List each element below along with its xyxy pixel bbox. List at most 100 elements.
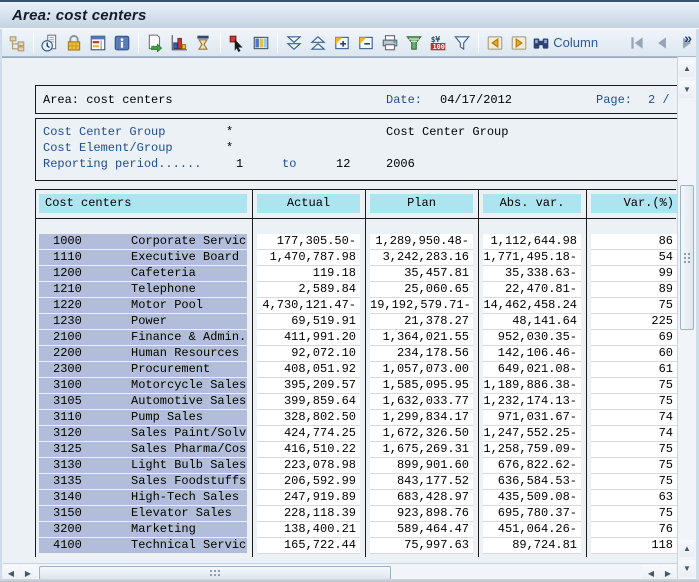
column-header-actual[interactable]: Actual: [257, 194, 360, 213]
table-row[interactable]: 1210 Telephone 2,589.84 25,060.65 22,470.81-…: [35, 282, 677, 298]
cost-center-cell[interactable]: 2100 Finance & Admin.: [39, 330, 247, 346]
cost-center-cell[interactable]: 3135 Sales Foodstuffs: [39, 474, 247, 490]
cost-center-cell[interactable]: 1220 Motor Pool: [39, 298, 247, 314]
abs-var-cell[interactable]: 971,031.67-: [483, 410, 581, 426]
abs-var-cell[interactable]: 1,247,552.25-: [483, 426, 581, 442]
table-row[interactable]: 3120 Sales Paint/Solv 424,774.25 1,672,326.…: [35, 426, 677, 442]
select-detail-button[interactable]: [225, 31, 249, 55]
table-row[interactable]: 1110 Executive Board 1,470,787.98 3,242,283…: [35, 250, 677, 266]
horizontal-scrollbar[interactable]: ◀ ▶ ◀ ▶: [3, 563, 677, 582]
var-pct-cell[interactable]: 75: [591, 474, 677, 490]
scroll-left-button[interactable]: ◀: [643, 565, 659, 582]
plan-cell[interactable]: 75,997.63: [370, 538, 473, 554]
next-page-button[interactable]: [674, 31, 699, 55]
previous-column-button[interactable]: [483, 31, 507, 55]
var-pct-cell[interactable]: 86: [591, 234, 677, 250]
actual-cell[interactable]: 395,209.57: [257, 378, 360, 394]
find-column-button[interactable]: [531, 31, 551, 55]
actual-cell[interactable]: 1,470,787.98: [257, 250, 360, 266]
cost-center-cell[interactable]: 1210 Telephone: [39, 282, 247, 298]
abs-var-cell[interactable]: 14,462,458.24: [483, 298, 581, 314]
var-pct-cell[interactable]: 225: [591, 314, 677, 330]
plan-cell[interactable]: 234,178.56: [370, 346, 473, 362]
plan-cell[interactable]: 843,177.52: [370, 474, 473, 490]
table-row[interactable]: 3140 High-Tech Sales 247,919.89 683,428.97 4…: [35, 490, 677, 506]
actual-cell[interactable]: 399,859.64: [257, 394, 360, 410]
abs-var-cell[interactable]: 1,112,644.98: [483, 234, 581, 250]
abs-var-cell[interactable]: 1,232,174.13-: [483, 394, 581, 410]
actual-cell[interactable]: 424,774.25: [257, 426, 360, 442]
more-toolbar-options-button[interactable]: »: [684, 30, 692, 46]
actual-cell[interactable]: 165,722.44: [257, 538, 360, 554]
table-row[interactable]: 3110 Pump Sales 328,802.50 1,299,834.17 971,…: [35, 410, 677, 426]
table-row[interactable]: 3125 Sales Pharma/Cos 416,510.22 1,675,269.…: [35, 442, 677, 458]
actual-cell[interactable]: 177,305.50-: [257, 234, 360, 250]
top-n-button[interactable]: [402, 31, 426, 55]
table-row[interactable]: 1220 Motor Pool 4,730,121.47- 19,192,579.71…: [35, 298, 677, 314]
var-pct-cell[interactable]: 99: [591, 266, 677, 282]
performance-overview-button[interactable]: [38, 31, 62, 55]
currency-format-button[interactable]: $¥ 100: [426, 31, 450, 55]
abs-var-cell[interactable]: 142,106.46-: [483, 346, 581, 362]
table-row[interactable]: 3200 Marketing 138,400.21 589,464.47 451,064…: [35, 522, 677, 538]
abs-var-cell[interactable]: 435,509.08-: [483, 490, 581, 506]
previous-page-button[interactable]: [649, 31, 674, 55]
plan-cell[interactable]: 899,901.60: [370, 458, 473, 474]
actual-cell[interactable]: 92,072.10: [257, 346, 360, 362]
abs-var-cell[interactable]: 695,780.37-: [483, 506, 581, 522]
cost-center-cell[interactable]: 3140 High-Tech Sales: [39, 490, 247, 506]
plan-cell[interactable]: 923,898.76: [370, 506, 473, 522]
plan-cell[interactable]: 3,242,283.16: [370, 250, 473, 266]
plan-cell[interactable]: 1,364,021.55: [370, 330, 473, 346]
plan-cell[interactable]: 1,675,269.31: [370, 442, 473, 458]
vertical-scrollbar-thumb[interactable]: [680, 185, 694, 330]
var-pct-cell[interactable]: 69: [591, 330, 677, 346]
column-header-var-pct[interactable]: Var.(%): [591, 194, 677, 213]
abs-var-cell[interactable]: 89,724.81: [483, 538, 581, 554]
plan-cell[interactable]: 1,289,950.48-: [370, 234, 473, 250]
cost-center-cell[interactable]: 1000 Corporate Servic: [39, 234, 247, 250]
abs-var-cell[interactable]: 1,258,759.09-: [483, 442, 581, 458]
actual-cell[interactable]: 411,991.20: [257, 330, 360, 346]
table-row[interactable]: 3135 Sales Foodstuffs 206,592.99 843,177.52…: [35, 474, 677, 490]
actual-cell[interactable]: 138,400.21: [257, 522, 360, 538]
var-pct-cell[interactable]: 76: [591, 522, 677, 538]
filter-button[interactable]: [450, 31, 474, 55]
vertical-scrollbar[interactable]: ▲ ▼ ▲ ▼: [677, 57, 696, 582]
var-pct-cell[interactable]: 118: [591, 538, 677, 554]
plan-cell[interactable]: 1,299,834.17: [370, 410, 473, 426]
cost-center-cell[interactable]: 3125 Sales Pharma/Cos: [39, 442, 247, 458]
cost-center-cell[interactable]: 3105 Automotive Sales: [39, 394, 247, 410]
collapse-button[interactable]: [354, 31, 378, 55]
actual-cell[interactable]: 247,919.89: [257, 490, 360, 506]
scroll-up-button[interactable]: ▲: [679, 60, 695, 77]
sort-descending-button[interactable]: [282, 31, 306, 55]
table-row[interactable]: 1230 Power 69,519.91 21,378.27 48,141.64 225: [35, 314, 677, 330]
table-row[interactable]: 2100 Finance & Admin. 411,991.20 1,364,021.…: [35, 330, 677, 346]
plan-cell[interactable]: 589,464.47: [370, 522, 473, 538]
plan-cell[interactable]: 19,192,579.71-: [370, 298, 473, 314]
table-row[interactable]: 3150 Elevator Sales 228,118.39 923,898.76 69…: [35, 506, 677, 522]
table-row[interactable]: 1000 Corporate Servic 177,305.50- 1,289,950…: [35, 234, 677, 250]
print-button[interactable]: [378, 31, 402, 55]
var-pct-cell[interactable]: 54: [591, 250, 677, 266]
cost-center-cell[interactable]: 3120 Sales Paint/Solv: [39, 426, 247, 442]
abs-var-cell[interactable]: 48,141.64: [483, 314, 581, 330]
table-row[interactable]: 1200 Cafeteria 119.18 35,457.81 35,338.63- 99: [35, 266, 677, 282]
table-row[interactable]: 2300 Procurement 408,051.92 1,057,073.00 649…: [35, 362, 677, 378]
var-pct-cell[interactable]: 60: [591, 346, 677, 362]
cost-center-cell[interactable]: 1110 Executive Board: [39, 250, 247, 266]
actual-cell[interactable]: 206,592.99: [257, 474, 360, 490]
cost-center-cell[interactable]: 1200 Cafeteria: [39, 266, 247, 282]
plan-cell[interactable]: 1,057,073.00: [370, 362, 473, 378]
cost-center-cell[interactable]: 1230 Power: [39, 314, 247, 330]
export-button[interactable]: [143, 31, 167, 55]
actual-cell[interactable]: 328,802.50: [257, 410, 360, 426]
plan-cell[interactable]: 25,060.65: [370, 282, 473, 298]
expand-button[interactable]: [330, 31, 354, 55]
actual-cell[interactable]: 228,118.39: [257, 506, 360, 522]
actual-cell[interactable]: 416,510.22: [257, 442, 360, 458]
scroll-down-button[interactable]: ▼: [679, 560, 695, 577]
chart-button[interactable]: [167, 31, 191, 55]
horizontal-scrollbar-thumb[interactable]: [39, 566, 391, 580]
